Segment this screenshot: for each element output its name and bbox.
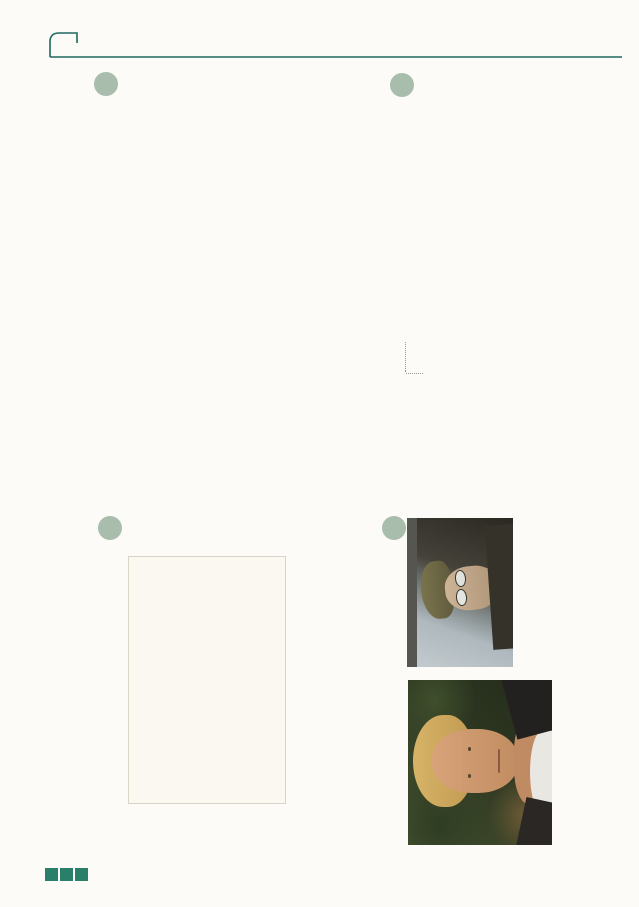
page-number-digit xyxy=(60,868,73,881)
photo-eye-left xyxy=(468,774,471,778)
annotation-leader-line-v xyxy=(406,373,423,374)
photo-juli-2009 xyxy=(407,518,513,667)
slide4-number-badge xyxy=(390,73,414,97)
photo-car-frame xyxy=(407,518,417,667)
slide-4-region xyxy=(342,62,632,412)
photo-eye-right xyxy=(468,747,471,751)
photo-jacket-right xyxy=(500,680,552,740)
header-rule-ornament xyxy=(49,32,622,58)
slide3-note xyxy=(286,65,299,280)
slide2-number-badge xyxy=(382,516,406,540)
photo-jacket-left xyxy=(514,797,552,845)
km-survival-figure xyxy=(128,556,286,804)
slide-2-region xyxy=(338,502,632,870)
photo-face xyxy=(432,729,518,793)
slide-1-region xyxy=(44,502,328,874)
annotation-leader-line xyxy=(405,342,406,372)
photo-mouth xyxy=(498,749,500,773)
slide-3-region xyxy=(46,62,332,412)
page-number-digit xyxy=(75,868,88,881)
photo-shoulder xyxy=(484,524,513,650)
colorectal-mortality-chart xyxy=(90,82,282,382)
page-number xyxy=(45,868,88,881)
photo-oktober-2007 xyxy=(408,680,552,845)
page-number-digit xyxy=(45,868,58,881)
slide1-number-badge xyxy=(98,516,122,540)
figure-caption xyxy=(280,557,285,803)
km-survival-chart xyxy=(129,559,275,803)
